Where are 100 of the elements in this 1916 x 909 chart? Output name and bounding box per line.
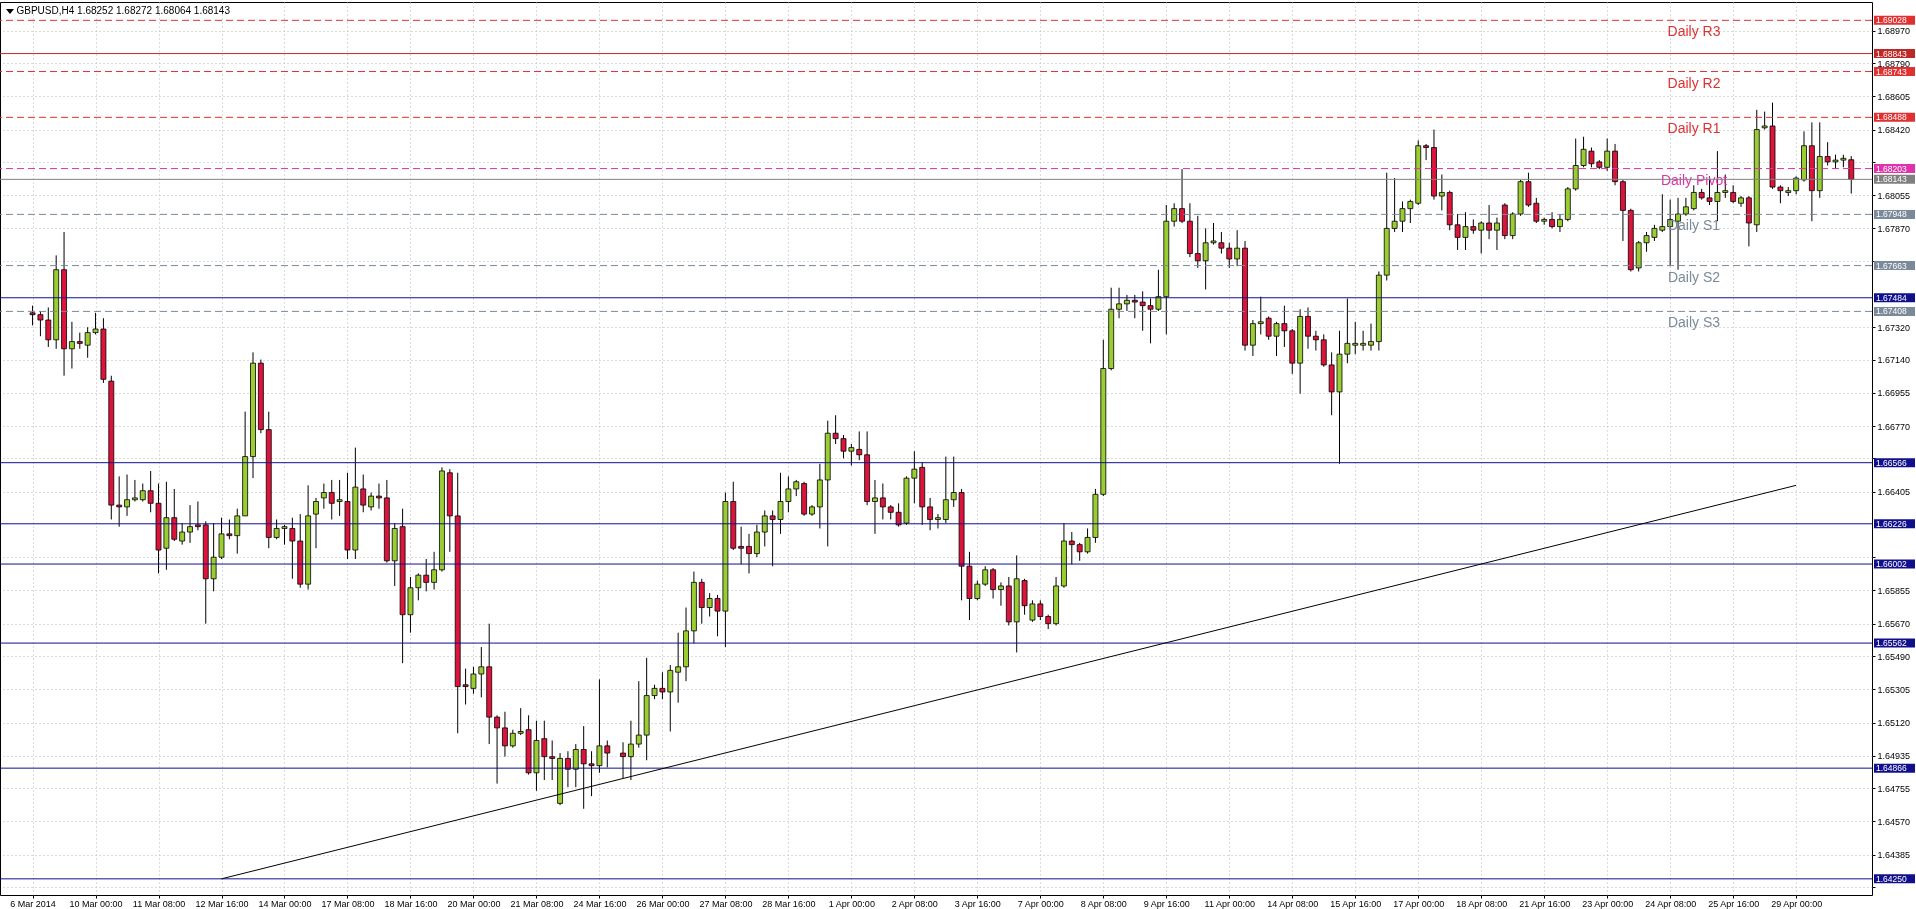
candlestick [942, 456, 949, 524]
candlestick [1478, 220, 1485, 255]
y-tick-label: 1.65855 [1877, 585, 1911, 596]
y-tick-label: 1.67320 [1877, 322, 1911, 333]
candlestick [1438, 173, 1445, 211]
ref-line-label: Daily R3 [1667, 23, 1721, 40]
text: 1.65562 [1876, 638, 1907, 649]
text: 1.68743 [1876, 66, 1907, 77]
x-tick-label: 6 Mar 2014 [10, 898, 56, 909]
x-tick-label: 24 Mar 16:00 [573, 898, 627, 909]
candlestick [1116, 287, 1122, 319]
candlestick [620, 741, 626, 779]
candlestick [1234, 229, 1241, 267]
text: 1.68143 [1876, 174, 1907, 185]
candlestick [1683, 197, 1689, 217]
candlestick [935, 513, 941, 529]
y-tick-label: 1.64935 [1877, 751, 1911, 762]
x-tick-label: 27 Mar 08:00 [699, 898, 753, 909]
candlestick [313, 497, 319, 549]
candlestick [69, 321, 75, 370]
text: 1.68203 [1876, 163, 1907, 174]
x-tick-label: 14 Mar 00:00 [258, 898, 312, 909]
ref-line-label: Daily R1 [1667, 120, 1721, 137]
candlestick [502, 711, 508, 758]
candlestick [179, 522, 186, 546]
text: 1.68488 [1876, 112, 1907, 123]
candlestick [1423, 143, 1429, 161]
x-tick-label: 20 Mar 00:00 [447, 898, 501, 909]
x-tick-label: 14 Apr 08:00 [1267, 898, 1319, 909]
x-tick-label: 10 Mar 00:00 [69, 898, 123, 909]
y-tick-label: 1.68790 [1877, 58, 1911, 69]
candlestick [1557, 213, 1563, 233]
x-tick-label: 24 Apr 08:00 [1645, 898, 1697, 909]
y-tick-label: 1.68420 [1877, 125, 1911, 136]
candlestick [879, 483, 886, 520]
candlestick [1368, 323, 1374, 352]
x-tick-label: 9 Apr 16:00 [1143, 898, 1190, 909]
x-tick-label: 23 Apr 00:00 [1582, 898, 1634, 909]
ref-line-label: Daily R2 [1667, 74, 1721, 91]
candlestick [1604, 138, 1611, 172]
text: 1.66226 [1876, 518, 1907, 529]
candlestick [1494, 217, 1500, 251]
x-tick-label: 17 Apr 00:00 [1393, 898, 1445, 909]
candlestick [194, 501, 201, 531]
candlestick [1068, 531, 1075, 565]
candlestick [376, 483, 382, 510]
y-tick-label: 1.66955 [1877, 388, 1911, 399]
x-tick-label: 7 Apr 00:00 [1017, 898, 1064, 909]
x-tick-label: 11 Mar 08:00 [132, 898, 186, 909]
y-tick-label: 1.66405 [1877, 487, 1911, 498]
text: 1.67663 [1876, 260, 1907, 271]
y-tick-label: 1.65490 [1877, 651, 1911, 662]
x-tick-label: 28 Mar 16:00 [762, 898, 816, 909]
candlestick [549, 739, 556, 781]
x-tick-label: 17 Mar 08:00 [321, 898, 375, 909]
candlestick [738, 526, 745, 565]
candlestick [628, 720, 634, 781]
text: 1.67484 [1876, 292, 1907, 303]
candlestick [753, 524, 760, 558]
candlestick [1249, 319, 1256, 357]
y-tick-label: 1.64570 [1877, 816, 1911, 827]
text: 1.64866 [1876, 763, 1907, 774]
candlestick [982, 565, 989, 587]
text: 1.67948 [1876, 209, 1907, 220]
candlestick [132, 479, 138, 503]
x-tick-label: 29 Apr 00:00 [1771, 898, 1823, 909]
y-tick-label: 1.68970 [1877, 26, 1911, 37]
x-tick-label: 18 Apr 08:00 [1456, 898, 1508, 909]
candlestick [927, 497, 933, 531]
x-tick-label: 8 Apr 08:00 [1080, 898, 1127, 909]
y-tick-label: 1.64385 [1877, 850, 1911, 861]
text: 1.64250 [1876, 873, 1907, 884]
y-tick-label: 1.65305 [1877, 684, 1911, 695]
candlestick [572, 743, 579, 788]
candlestick [1194, 215, 1201, 269]
candlestick [1312, 330, 1319, 352]
candlestick [1124, 294, 1130, 312]
y-tick-label: 1.65670 [1877, 619, 1911, 630]
x-tick-label: 2 Apr 08:00 [891, 898, 938, 909]
candlestick [423, 558, 430, 592]
x-tick-label: 25 Apr 16:00 [1708, 898, 1760, 909]
candlestick [998, 581, 1004, 607]
x-tick-label: 21 Apr 16:00 [1519, 898, 1571, 909]
candlestick [872, 479, 878, 535]
candlestick [675, 632, 682, 704]
candlestick [1179, 168, 1185, 224]
candlestick [635, 680, 642, 749]
candlestick [431, 551, 437, 591]
candlestick [320, 483, 327, 510]
x-tick-label: 26 Mar 00:00 [636, 898, 690, 909]
candlestick [124, 474, 130, 517]
candlestick [494, 714, 500, 785]
ref-line-label: Daily S2 [1667, 268, 1721, 285]
x-tick-label: 12 Mar 16:00 [195, 898, 249, 909]
text: 1.67408 [1876, 306, 1907, 317]
candlestick [1305, 306, 1311, 350]
candlestick [746, 533, 752, 574]
x-tick-label: 15 Apr 16:00 [1330, 898, 1382, 909]
candlestick [1486, 204, 1492, 240]
candlestick [990, 567, 996, 600]
